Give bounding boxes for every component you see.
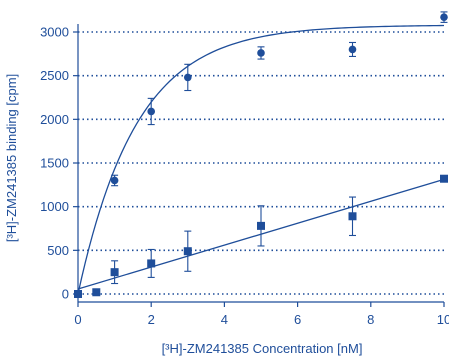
fit-lines bbox=[77, 24, 445, 295]
x-tick-label-0: 0 bbox=[74, 312, 81, 327]
y-tick-label-2: 1000 bbox=[40, 199, 69, 214]
data-point-square-0 bbox=[74, 290, 82, 298]
data-point-circle-3 bbox=[184, 73, 192, 82]
fit-line-series-0 bbox=[77, 24, 445, 295]
data-point-square-6 bbox=[348, 212, 357, 221]
y-tick-label-4: 2000 bbox=[40, 112, 69, 127]
data-point-square-5 bbox=[257, 221, 265, 230]
x-tick-label-5: 10 bbox=[437, 312, 449, 327]
data-point-square-3 bbox=[147, 259, 156, 268]
x-tick-label-1: 2 bbox=[148, 312, 155, 327]
axes bbox=[73, 24, 445, 307]
y-tick-labels: 0 500 1000 1500 2000 2500 3000 bbox=[40, 25, 69, 302]
x-tick-labels: 0 2 4 6 8 10 bbox=[74, 312, 449, 327]
data-point-square-2 bbox=[110, 268, 119, 277]
y-tick-label-5: 2500 bbox=[40, 68, 69, 83]
x-axis-title: [³H]-ZM241385 Concentration [nM] bbox=[162, 341, 363, 356]
error-bars bbox=[111, 11, 448, 285]
y-tick-label-3: 1500 bbox=[40, 156, 69, 171]
grid-lines bbox=[78, 31, 444, 295]
data-point-circle-4 bbox=[257, 49, 265, 57]
y-axis-title: [³H]-ZM241385 binding [cpm] bbox=[4, 74, 19, 242]
y-tick-label-1: 500 bbox=[47, 243, 69, 258]
data-point-circle-1 bbox=[110, 176, 119, 185]
data-point-circle-5 bbox=[348, 45, 357, 54]
x-tick-label-2: 4 bbox=[221, 312, 228, 327]
data-point-square-7 bbox=[440, 174, 448, 183]
y-tick-label-0: 0 bbox=[62, 287, 69, 302]
y-tick-label-6: 3000 bbox=[40, 25, 69, 40]
data-point-square-1 bbox=[92, 288, 101, 297]
x-tick-label-3: 6 bbox=[294, 312, 301, 327]
data-point-circle-2 bbox=[147, 107, 155, 116]
x-tick-label-4: 8 bbox=[367, 312, 374, 327]
data-point-circle-6 bbox=[440, 13, 448, 21]
data-point-square-4 bbox=[183, 247, 192, 256]
data-points bbox=[74, 13, 448, 298]
